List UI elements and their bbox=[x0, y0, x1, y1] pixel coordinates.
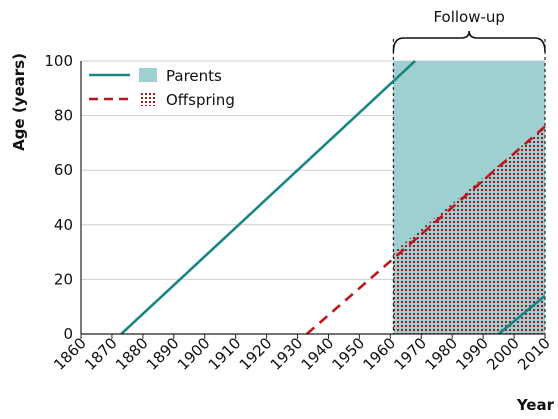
offspring-line-1 bbox=[305, 125, 546, 335]
x-tick-label-1940: 1940 bbox=[298, 334, 338, 374]
x-tick-label-1980: 1980 bbox=[421, 334, 461, 374]
legend-parents-swatch bbox=[139, 68, 157, 82]
y-tick-label-40: 40 bbox=[54, 216, 73, 234]
y-tick-label-100: 100 bbox=[44, 52, 73, 70]
annotation-layer: Follow-up bbox=[392, 8, 546, 53]
region-layer bbox=[392, 39, 546, 335]
x-tick-label-1920: 1920 bbox=[236, 334, 276, 374]
x-tick-label-1900: 1900 bbox=[174, 334, 214, 374]
offspring-follow-up-region bbox=[393, 126, 545, 335]
y-tick-label-60: 60 bbox=[54, 161, 73, 179]
y-tick-label-0: 0 bbox=[63, 325, 73, 343]
y-tick-label-20: 20 bbox=[54, 270, 73, 288]
axis-layer bbox=[80, 61, 545, 335]
follow-up-bracket bbox=[392, 30, 546, 53]
legend-offspring-label: Offspring bbox=[166, 91, 235, 109]
x-tick-label-1890: 1890 bbox=[143, 334, 183, 374]
x-tick-label-1960: 1960 bbox=[359, 334, 399, 374]
y-axis-title: Age (years) bbox=[10, 53, 28, 151]
x-axis-title: Year bbox=[516, 396, 555, 414]
x-tick-label-1930: 1930 bbox=[267, 334, 307, 374]
x-tick-label-1990: 1990 bbox=[452, 334, 492, 374]
line-layer bbox=[120, 60, 546, 336]
x-tick-label-1870: 1870 bbox=[81, 334, 121, 374]
x-tick-label-1970: 1970 bbox=[390, 334, 430, 374]
legend: Parents Offspring bbox=[89, 67, 235, 109]
x-tick-label-1910: 1910 bbox=[205, 334, 245, 374]
x-tick-label-2010: 2010 bbox=[514, 334, 554, 374]
parents-line-1 bbox=[120, 60, 416, 335]
y-tick-label-80: 80 bbox=[54, 107, 73, 125]
x-tick-label-1880: 1880 bbox=[112, 334, 152, 374]
x-tick-label-1860: 1860 bbox=[50, 334, 90, 374]
follow-up-label: Follow-up bbox=[433, 8, 505, 26]
legend-offspring-swatch bbox=[139, 92, 157, 106]
x-tick-label-1950: 1950 bbox=[328, 334, 368, 374]
parents-line-2 bbox=[497, 294, 546, 336]
legend-parents-label: Parents bbox=[166, 67, 222, 85]
x-tick-label-2000: 2000 bbox=[483, 334, 523, 374]
